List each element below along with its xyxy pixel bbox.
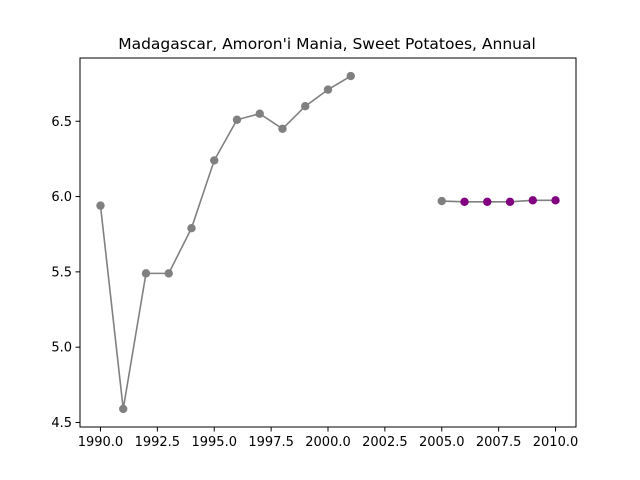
data-point: [551, 196, 560, 205]
data-point: [460, 197, 469, 207]
x-tick-label: 1992.5: [135, 435, 181, 450]
data-point: [323, 85, 333, 94]
y-tick-label: 6.5: [51, 115, 72, 130]
x-tick-label: 1995.0: [191, 435, 237, 450]
data-point: [141, 269, 151, 278]
data-point: [483, 197, 492, 207]
data-point: [528, 196, 537, 205]
data-point: [164, 269, 173, 278]
chart-title: Madagascar, Amoron'i Mania, Sweet Potato…: [118, 35, 536, 53]
series-line-2: [441, 199, 556, 203]
y-tick-label: 4.5: [51, 416, 72, 431]
x-tick-label: 2002.5: [362, 435, 408, 450]
data-point: [346, 71, 355, 81]
x-tick-label: 2000.0: [305, 435, 351, 450]
data-point: [187, 223, 196, 233]
data-point: [255, 109, 264, 118]
y-axis: 4.5 5.0 5.5 6.0 6.5: [51, 115, 80, 431]
series-line-1: [99, 75, 352, 410]
y-tick-label: 6.0: [51, 190, 72, 205]
data-point: [278, 124, 287, 133]
data-point: [232, 115, 242, 124]
x-tick-label: 2005.0: [419, 435, 465, 450]
series-layer: [96, 71, 560, 414]
x-tick-label: 2010.0: [533, 435, 579, 450]
data-point: [210, 156, 219, 165]
data-point: [119, 404, 128, 414]
y-tick-label: 5.0: [51, 341, 72, 356]
x-tick-label: 1997.5: [248, 435, 294, 450]
x-axis: 1990.0 1992.5 1995.0 1997.5 2000.0 2002.5 2005…: [78, 427, 579, 450]
x-tick-label: 1990.0: [78, 435, 124, 450]
x-tick-label: 2007.5: [476, 435, 522, 450]
data-point: [505, 197, 515, 207]
y-tick-label: 5.5: [51, 265, 72, 280]
data-point: [301, 102, 310, 111]
plot-area-frame: [79, 57, 577, 428]
data-point: [96, 201, 105, 210]
data-point: [437, 196, 446, 206]
